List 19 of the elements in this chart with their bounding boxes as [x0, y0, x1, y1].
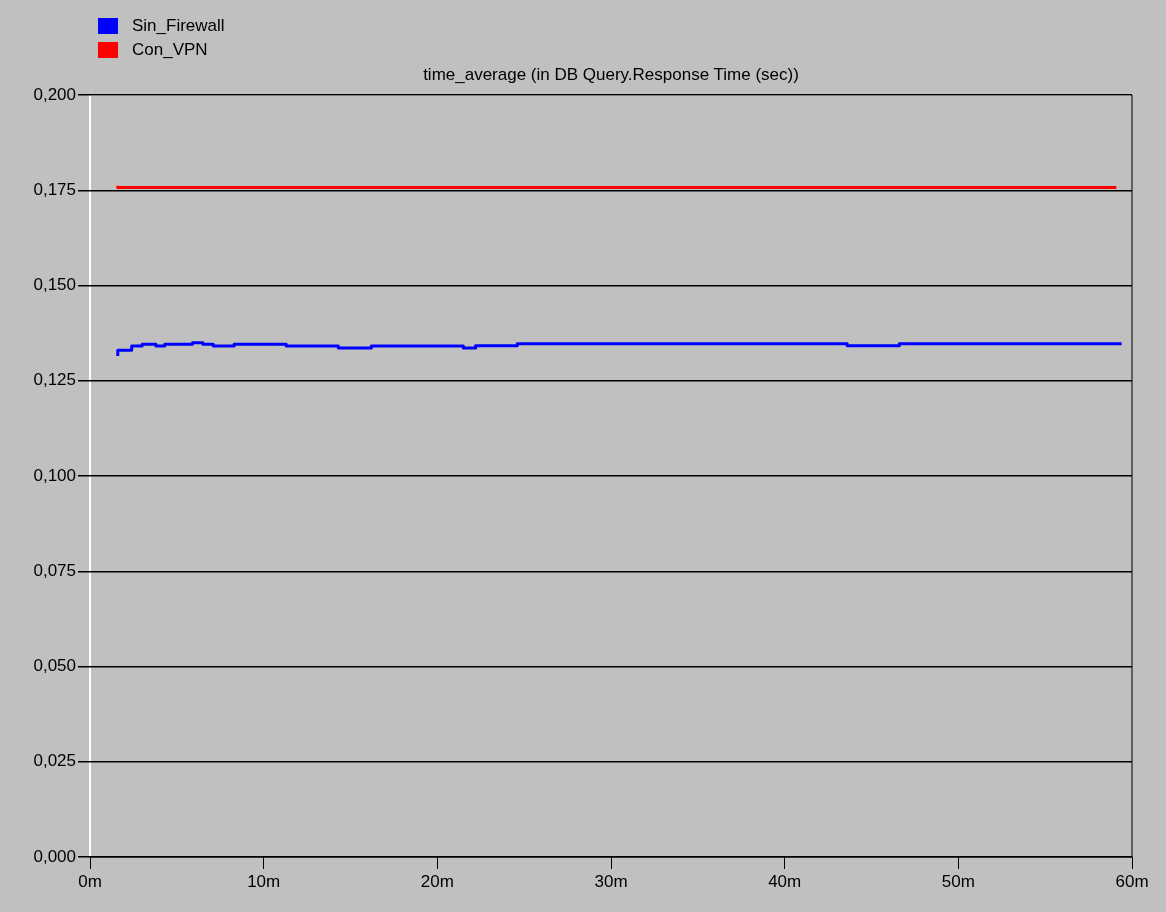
y-tick-label: 0,000 — [33, 846, 76, 866]
y-tick-label: 0,175 — [33, 179, 76, 199]
x-tick-label: 10m — [247, 871, 281, 891]
x-tick-label: 20m — [420, 871, 454, 891]
legend-label: Sin_Firewall — [132, 15, 225, 35]
x-tick-label: 60m — [1115, 871, 1149, 891]
y-tick-label: 0,075 — [33, 560, 76, 580]
x-tick-label: 0m — [78, 871, 102, 891]
legend-label: Con_VPN — [132, 39, 208, 59]
x-tick-label: 40m — [768, 871, 802, 891]
y-tick-label: 0,200 — [33, 84, 76, 104]
x-tick-label: 50m — [941, 871, 975, 891]
chart-title: time_average (in DB Query.Response Time (sec)) — [423, 64, 799, 84]
y-tick-label: 0,025 — [33, 751, 76, 771]
y-tick-label: 0,100 — [33, 465, 76, 485]
y-tick-label: 0,050 — [33, 656, 76, 676]
y-tick-label: 0,125 — [33, 370, 76, 390]
x-tick-label: 30m — [594, 871, 628, 891]
y-tick-label: 0,150 — [33, 275, 76, 295]
